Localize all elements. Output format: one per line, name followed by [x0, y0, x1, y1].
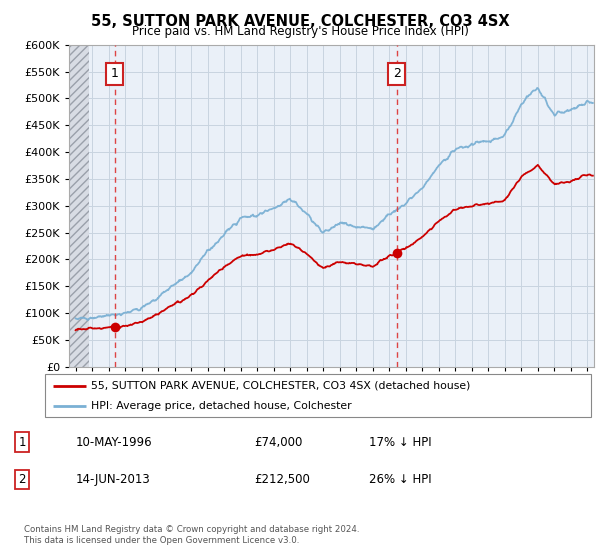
Text: 55, SUTTON PARK AVENUE, COLCHESTER, CO3 4SX: 55, SUTTON PARK AVENUE, COLCHESTER, CO3 … — [91, 14, 509, 29]
Text: Price paid vs. HM Land Registry's House Price Index (HPI): Price paid vs. HM Land Registry's House … — [131, 25, 469, 38]
Text: £212,500: £212,500 — [254, 473, 310, 486]
Text: Contains HM Land Registry data © Crown copyright and database right 2024.
This d: Contains HM Land Registry data © Crown c… — [24, 525, 359, 545]
Text: 17% ↓ HPI: 17% ↓ HPI — [369, 436, 432, 449]
Text: 2: 2 — [393, 67, 401, 80]
Text: £74,000: £74,000 — [254, 436, 302, 449]
Text: 1: 1 — [111, 67, 119, 80]
Text: 2: 2 — [19, 473, 26, 486]
Bar — [69, 45, 89, 367]
Text: 14-JUN-2013: 14-JUN-2013 — [76, 473, 150, 486]
FancyBboxPatch shape — [45, 374, 591, 417]
Text: 10-MAY-1996: 10-MAY-1996 — [76, 436, 152, 449]
Text: 26% ↓ HPI: 26% ↓ HPI — [369, 473, 432, 486]
Text: HPI: Average price, detached house, Colchester: HPI: Average price, detached house, Colc… — [91, 400, 352, 410]
Text: 55, SUTTON PARK AVENUE, COLCHESTER, CO3 4SX (detached house): 55, SUTTON PARK AVENUE, COLCHESTER, CO3 … — [91, 381, 471, 391]
Text: 1: 1 — [19, 436, 26, 449]
